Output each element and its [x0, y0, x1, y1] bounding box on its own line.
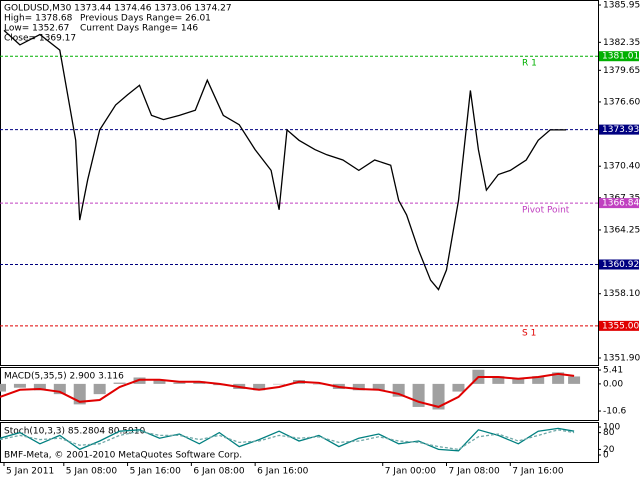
histogram-bar [113, 382, 126, 384]
level-label: 1355.00 [602, 321, 639, 331]
y-tick-label: 100 [603, 423, 620, 433]
level-label: 1373.93 [602, 125, 639, 135]
y-tick-label: 20 [603, 445, 615, 455]
y-tick-label: -10.6 [603, 407, 627, 417]
level-box [599, 320, 639, 331]
histogram-bar [273, 383, 286, 385]
level-label: 1381.01 [602, 52, 639, 62]
y-tick-label: 0.00 [603, 379, 623, 389]
x-tick-label: 5 Jan 16:00 [130, 467, 182, 477]
level-label: 1360.92 [602, 260, 639, 270]
series-line [0, 372, 575, 408]
histogram-bar [452, 383, 465, 392]
macd-panel [0, 367, 599, 421]
y-tick-label: 80 [603, 428, 615, 438]
histogram-bar [253, 383, 266, 391]
y-tick-label: 1370.40 [603, 162, 640, 172]
series-line [3, 29, 567, 291]
level-box [599, 51, 639, 62]
x-tick-label: 6 Jan 16:00 [257, 467, 309, 477]
stoch-title: Stoch(10,3,3) 85.2804 80.5910 [4, 427, 145, 437]
histogram-bar [512, 378, 525, 384]
level-name: R 1 [522, 59, 537, 69]
histogram-bar [53, 383, 66, 395]
level-label: 1366.84 [602, 199, 639, 209]
macd-title: MACD(5,35,5) 2.900 3.116 [4, 372, 124, 382]
x-tick-label: 5 Jan 08:00 [66, 467, 118, 477]
histogram-bar [173, 382, 186, 384]
histogram-bar [432, 383, 445, 410]
histogram-bar [532, 376, 545, 384]
histogram-bar [153, 380, 166, 384]
chart-title: GOLDUSD,M30 1373.44 1374.46 1373.06 1374… [4, 4, 232, 14]
histogram-bar [352, 383, 365, 391]
histogram-bar [372, 383, 385, 391]
header-annotation: Previous Days Range= 26.01 [80, 14, 211, 24]
header-annotation: Close= 1369.17 [4, 34, 76, 44]
y-tick-label: 0 [603, 451, 609, 461]
histogram-bar [492, 376, 505, 384]
x-tick-label: 6 Jan 08:00 [193, 467, 245, 477]
x-tick-label: 5 Jan 2011 [6, 467, 54, 477]
histogram-bar [312, 383, 325, 385]
main-panel [0, 0, 599, 366]
level-name: S 1 [522, 328, 536, 338]
y-tick-label: 1358.10 [603, 289, 640, 299]
histogram-bar [0, 383, 6, 392]
stoch-panel [0, 422, 599, 463]
y-tick-label: 1385.95 [603, 1, 640, 11]
histogram-bar [33, 383, 46, 391]
series-line [0, 429, 575, 451]
y-tick-label: 1376.60 [603, 97, 640, 107]
level-name: Pivot Point [522, 206, 570, 216]
level-box [599, 124, 639, 135]
x-tick-label: 7 Jan 00:00 [385, 467, 437, 477]
footer: BMF-Meta, © 2001-2010 MetaQuotes Softwar… [4, 451, 242, 461]
histogram-bar [568, 376, 581, 384]
level-box [599, 198, 639, 209]
header-annotation: Current Days Range= 146 [80, 24, 198, 34]
y-tick-label: 1364.25 [603, 225, 640, 235]
header-annotation: Low= 1352.67 [4, 24, 69, 34]
y-tick-label: 1379.65 [603, 66, 640, 76]
x-tick-label: 7 Jan 16:00 [512, 467, 564, 477]
histogram-bar [552, 372, 565, 384]
histogram-bar [13, 383, 26, 388]
series-line [0, 427, 575, 452]
y-tick-label: 1351.90 [603, 354, 640, 364]
y-tick-label: 1382.35 [603, 38, 640, 48]
header-annotation: High= 1378.68 [4, 14, 73, 24]
level-box [599, 259, 639, 270]
x-tick-label: 7 Jan 08:00 [449, 467, 501, 477]
histogram-bar [93, 383, 106, 395]
y-tick-label: 5.41 [603, 366, 623, 376]
